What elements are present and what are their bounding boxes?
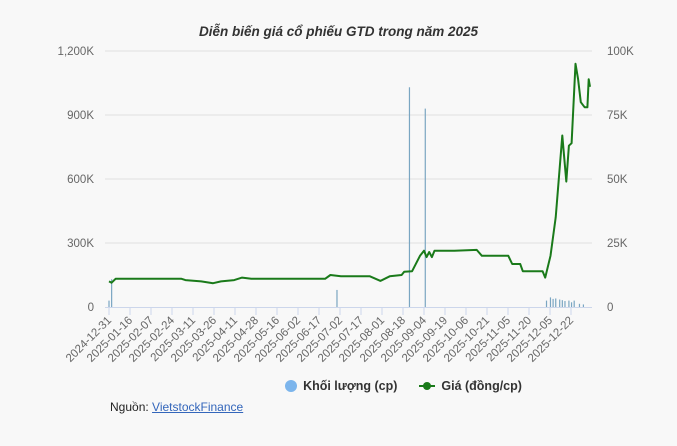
legend-item-volume[interactable]: Khối lượng (cp) (285, 379, 397, 393)
volume-series (108, 87, 585, 308)
volume-legend-dot-icon (285, 380, 298, 392)
volume-bar[interactable] (573, 300, 575, 307)
price-series (108, 62, 591, 285)
y-left-tick-label: 900K (67, 110, 94, 122)
volume-bar[interactable] (108, 300, 110, 307)
volume-bar[interactable] (424, 108, 426, 307)
y-right-tick-label: 0 (607, 302, 613, 314)
volume-bar[interactable] (582, 304, 585, 307)
y-left-tick-label: 600K (67, 174, 94, 186)
volume-bar[interactable] (336, 289, 338, 307)
y-left-tick-label: 300K (67, 238, 94, 250)
y-right-tick-label: 75K (607, 110, 628, 122)
volume-bar[interactable] (570, 302, 573, 307)
gridlines (105, 50, 592, 244)
price-legend-line-icon (419, 380, 436, 392)
source-prefix: Nguồn: (110, 400, 153, 414)
y-axis-right: 0 25K 50K 75K 100K (607, 46, 634, 314)
volume-bar[interactable] (555, 298, 557, 307)
volume-bar[interactable] (578, 303, 581, 307)
volume-bar[interactable] (559, 299, 561, 307)
volume-bar[interactable] (561, 300, 563, 307)
x-axis: 2024-12-312025-01-162025-02-072025-02-24… (64, 307, 592, 365)
price-line[interactable] (108, 62, 591, 285)
y-axis-left: 0 300K 600K 900K 1,200K (58, 46, 95, 314)
volume-bar[interactable] (552, 298, 554, 307)
y-right-tick-label: 100K (607, 46, 634, 58)
y-right-tick-label: 25K (607, 238, 628, 250)
y-right-tick-label: 50K (607, 174, 628, 186)
legend-volume-label: Khối lượng (cp) (303, 379, 398, 393)
volume-bar[interactable] (408, 87, 411, 308)
volume-bar[interactable] (549, 297, 552, 307)
chart-title: Diễn biến giá cổ phiếu GTD trong năm 202… (198, 24, 479, 39)
legend-item-price[interactable]: Giá (đồng/cp) (419, 379, 522, 393)
volume-bar[interactable] (545, 300, 548, 307)
volume-bar[interactable] (564, 301, 566, 307)
y-left-tick-label: 1,200K (58, 46, 95, 58)
legend-price-label: Giá (đồng/cp) (441, 379, 522, 393)
y-left-tick-label: 0 (88, 302, 94, 314)
volume-bar[interactable] (111, 279, 113, 307)
volume-bar[interactable] (568, 300, 570, 307)
source-note: Nguồn: VietstockFinance (110, 400, 243, 414)
legend: Khối lượng (cp) Giá (đồng/cp) (0, 379, 677, 393)
source-link[interactable]: VietstockFinance (152, 400, 244, 414)
